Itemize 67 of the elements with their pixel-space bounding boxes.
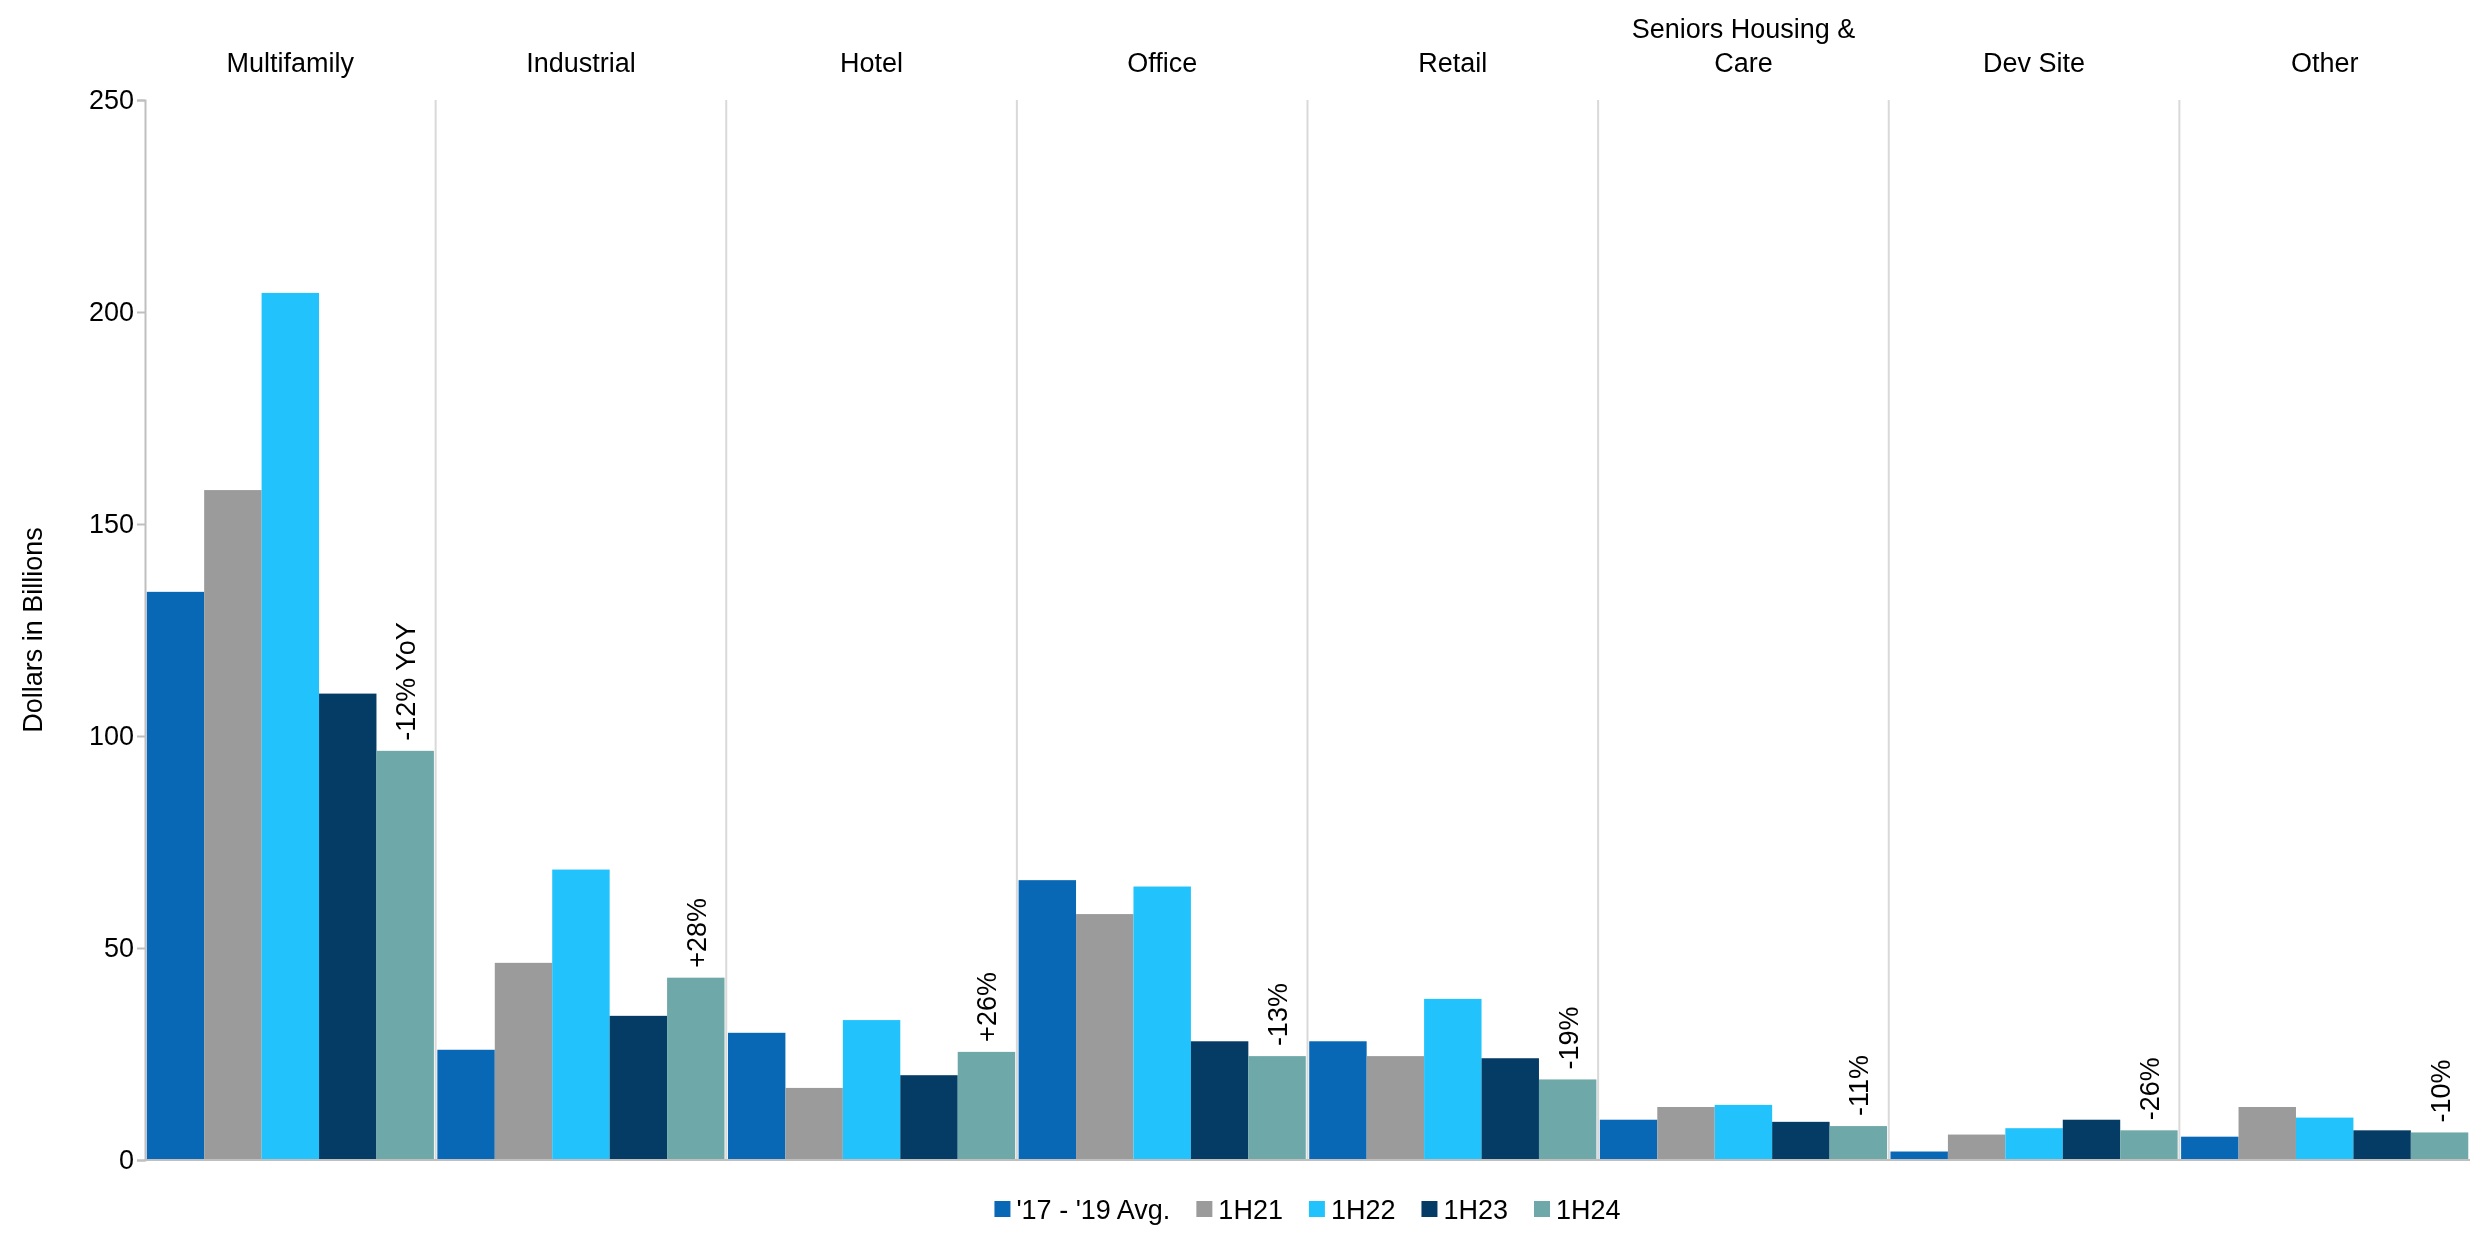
- bar: [552, 869, 610, 1160]
- bar: [1076, 914, 1134, 1160]
- y-tick-label: 50: [103, 933, 134, 964]
- bar: [1481, 1058, 1539, 1160]
- bar: [1190, 1041, 1249, 1160]
- bar: [1309, 1041, 1367, 1160]
- bar: [2353, 1130, 2411, 1160]
- bar: [2005, 1128, 2063, 1160]
- bar: [146, 591, 205, 1160]
- bar: [1133, 886, 1191, 1160]
- annotation: -12% YoY: [391, 622, 422, 741]
- bar: [1772, 1121, 1830, 1160]
- bar: [1424, 998, 1482, 1160]
- x-tick-label: Seniors Housing & Care: [1631, 14, 1856, 78]
- bar: [2295, 1117, 2354, 1160]
- bar: [957, 1051, 1016, 1160]
- bar: [727, 1032, 786, 1160]
- legend-label: 1H24: [1556, 1195, 1621, 1226]
- x-tick-label: Multifamily: [226, 48, 355, 78]
- bar: [900, 1075, 958, 1160]
- annotation: -13%: [1263, 983, 1294, 1047]
- bar: [1538, 1079, 1597, 1160]
- bar: [1947, 1134, 2006, 1160]
- legend-label: 1H22: [1330, 1195, 1396, 1226]
- x-tick-label: Office: [1127, 48, 1198, 78]
- y-tick-label: 250: [88, 85, 134, 116]
- bar: [609, 1015, 668, 1160]
- x-tick-label: Other: [2290, 48, 2359, 78]
- bar: [1657, 1107, 1715, 1160]
- annotation: +26%: [972, 972, 1003, 1042]
- bar: [1366, 1056, 1425, 1160]
- annotation: +28%: [681, 897, 712, 968]
- bar: [1018, 880, 1077, 1160]
- bar: [261, 292, 320, 1160]
- bar: [319, 693, 377, 1160]
- bar: [1829, 1126, 1888, 1160]
- x-tick-label: Retail: [1418, 48, 1488, 78]
- annotation: -11%: [1844, 1055, 1875, 1117]
- bar: [494, 962, 553, 1160]
- bar: [667, 977, 725, 1160]
- y-axis-title: Dollars in Billions: [18, 527, 48, 733]
- legend-label: '17 - '19 Avg.: [1016, 1195, 1171, 1226]
- y-tick-label: 200: [88, 297, 134, 328]
- x-tick-label: Dev Site: [1983, 48, 2086, 78]
- bar: [204, 490, 262, 1160]
- bar: [1248, 1056, 1306, 1160]
- legend-label: 1H23: [1443, 1195, 1509, 1226]
- bar: [2410, 1132, 2469, 1160]
- y-tick-label: 150: [88, 509, 134, 540]
- annotation: -10%: [2425, 1059, 2456, 1123]
- annotation: -26%: [2134, 1057, 2165, 1121]
- bar: [2120, 1130, 2178, 1160]
- bar: [376, 750, 434, 1160]
- bar: [437, 1049, 495, 1160]
- y-tick-label: 100: [88, 721, 134, 752]
- bar: [842, 1020, 901, 1160]
- bar: [2181, 1136, 2239, 1160]
- annotation: -19%: [1553, 1006, 1584, 1070]
- legend-label: 1H21: [1218, 1195, 1283, 1226]
- bar: [2062, 1119, 2121, 1160]
- bar: [2238, 1107, 2296, 1160]
- bar: [1714, 1104, 1773, 1160]
- x-tick-label: Industrial: [526, 48, 636, 78]
- y-tick-label: 0: [118, 1145, 134, 1176]
- bar: [785, 1087, 843, 1160]
- bar: [1599, 1119, 1658, 1160]
- x-tick-label: Hotel: [840, 48, 904, 78]
